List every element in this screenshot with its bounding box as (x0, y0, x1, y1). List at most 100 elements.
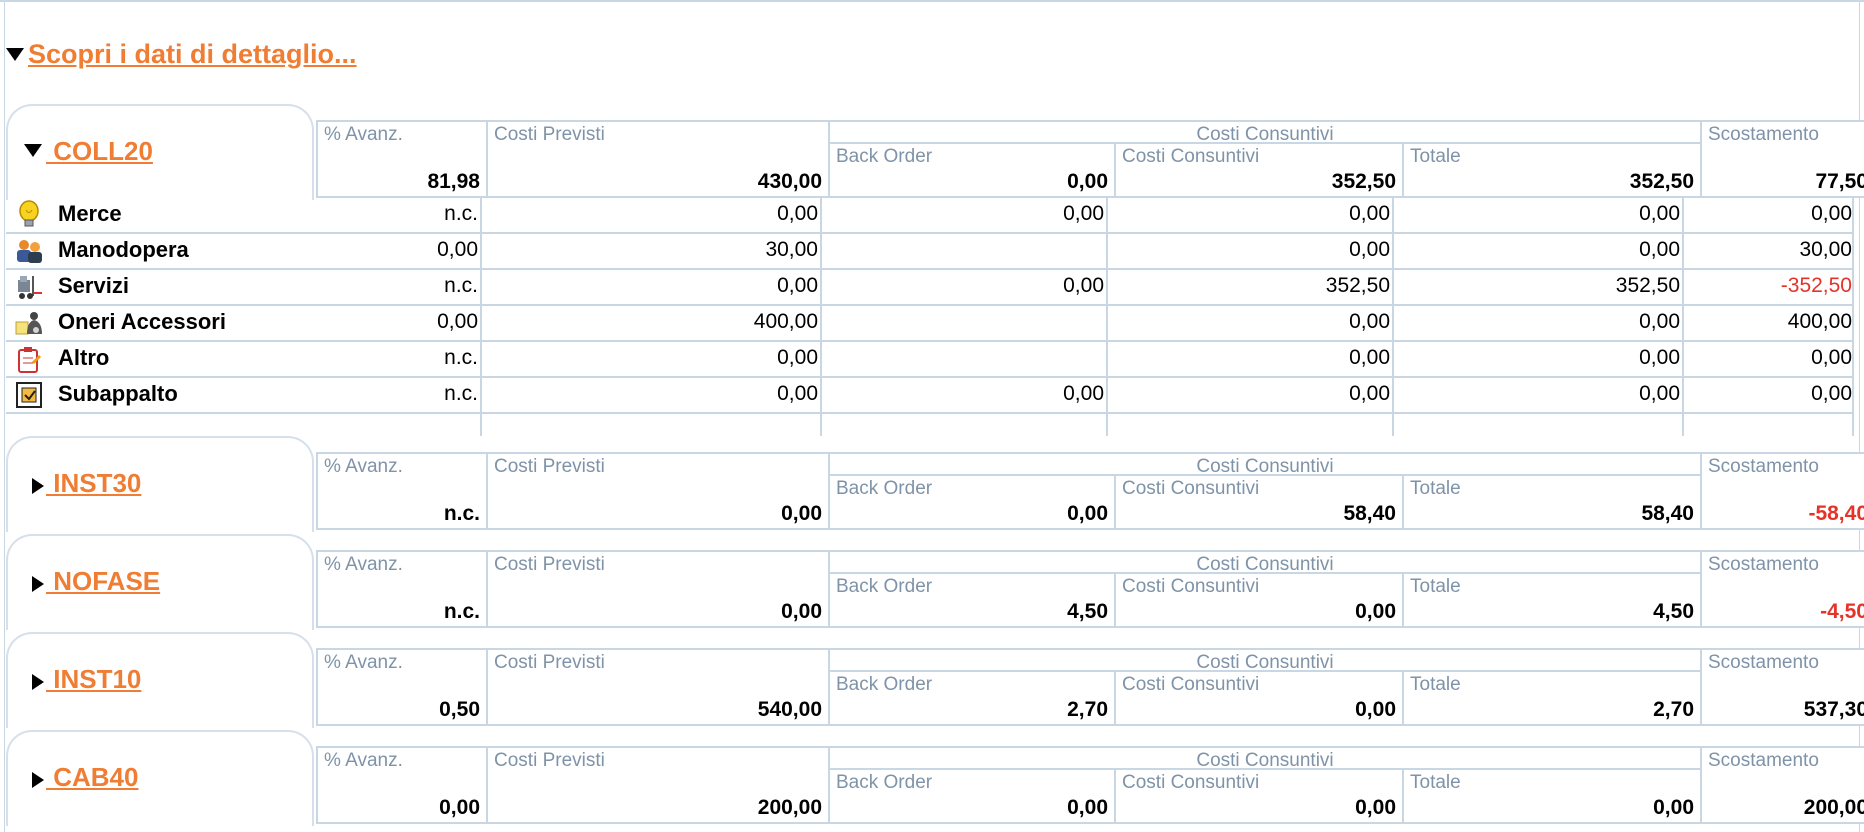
column-divider (480, 198, 482, 436)
collapse-triangle-icon[interactable] (24, 144, 42, 157)
cost-category-label: Servizi (58, 273, 129, 298)
cell-scostamento: 400,00 (1787, 310, 1852, 333)
phase-summary-header: % Avanz. 81,98 Costi Previsti 430,00 Costi C… (316, 120, 1864, 198)
detail-toggle[interactable]: Scopri i dati di dettaglio... (6, 36, 357, 72)
cell-consuntivi: 0,00 (1349, 238, 1390, 261)
header-cell: Costi Previsti 540,00 (486, 648, 830, 726)
column-label: Totale (1410, 576, 1461, 597)
cell-consuntivi: 0,00 (1349, 202, 1390, 225)
column-value: 4,50 (1653, 600, 1694, 623)
header-cell: Costi Consuntivi 0,00 (1114, 572, 1404, 628)
column-divider (820, 198, 822, 436)
cell-avanz: n.c. (444, 202, 478, 225)
header-cell: Totale 4,50 (1402, 572, 1702, 628)
cell-totale: 352,50 (1615, 274, 1680, 297)
cell-consuntivi: 0,00 (1349, 346, 1390, 369)
expand-triangle-icon[interactable] (32, 576, 44, 592)
phase-code-link[interactable]: COLL20 (46, 136, 153, 166)
column-label: % Avanz. (324, 456, 403, 477)
detail-row: Servizi n.c. 0,00 0,00 352,50 352,50 -352,50 (6, 270, 1852, 306)
phase-code-link[interactable]: INST30 (46, 468, 142, 498)
header-cell: Costi Consuntivi (828, 452, 1702, 477)
column-value: 0,00 (1067, 170, 1108, 193)
column-value: 0,00 (1067, 502, 1108, 525)
header-cell: Totale 2,70 (1402, 670, 1702, 726)
column-label: Scostamento (1708, 652, 1819, 673)
column-divider (1106, 198, 1108, 436)
column-value: n.c. (443, 502, 480, 525)
detail-toggle-link[interactable]: Scopri i dati di dettaglio... (28, 38, 357, 69)
detail-row: Oneri Accessori 0,00 400,00 0,00 0,00 400,00 (6, 306, 1852, 342)
cell-scostamento: -352,50 (1780, 274, 1852, 297)
column-label: Scostamento (1708, 456, 1819, 477)
cell-scostamento: 30,00 (1799, 238, 1852, 261)
expand-triangle-icon[interactable] (32, 674, 44, 690)
phase-summary-header: % Avanz. 0,50 Costi Previsti 540,00 Costi Co… (316, 648, 1864, 726)
cell-totale: 0,00 (1639, 310, 1680, 333)
column-label: Totale (1410, 478, 1461, 499)
phase-summary-header: % Avanz. n.c. Costi Previsti 0,00 Costi Cons… (316, 452, 1864, 530)
phase-tab: COLL20 (6, 104, 314, 200)
column-value: 200,00 (1803, 796, 1864, 819)
column-value: 2,70 (1653, 698, 1694, 721)
column-label: Costi Consuntivi (1122, 576, 1260, 597)
column-label: Costi Consuntivi (1122, 772, 1260, 793)
cost-category-label: Merce (58, 201, 122, 226)
cell-totale: 0,00 (1639, 202, 1680, 225)
column-value: -58,40 (1808, 502, 1864, 525)
column-label: % Avanz. (324, 750, 403, 771)
cell-consuntivi: 0,00 (1349, 310, 1390, 333)
column-label: Back Order (836, 772, 933, 793)
header-cell: Back Order 0,00 (828, 142, 1116, 198)
phase-tab: NOFASE (6, 534, 314, 630)
column-value: 0,00 (439, 796, 480, 819)
column-value: 540,00 (757, 698, 822, 721)
column-label: Costi Previsti (494, 750, 605, 771)
phase-code-link[interactable]: CAB40 (46, 762, 139, 792)
column-value: 200,00 (757, 796, 822, 819)
column-value: 0,00 (1653, 796, 1694, 819)
header-cell: Back Order 0,00 (828, 768, 1116, 824)
cost-category-label: Oneri Accessori (58, 309, 226, 334)
cell-previsti: 0,00 (777, 346, 818, 369)
column-value: 0,00 (781, 502, 822, 525)
column-value: 352,50 (1629, 170, 1694, 193)
cell-avanz: 0,00 (437, 310, 478, 333)
detail-row-empty (6, 414, 1852, 448)
cell-previsti: 400,00 (753, 310, 818, 333)
column-label: Back Order (836, 674, 933, 695)
header-cell: Costi Previsti 200,00 (486, 746, 830, 824)
header-cell: Costi Consuntivi (828, 746, 1702, 771)
cell-previsti: 0,00 (777, 202, 818, 225)
phase-code-link[interactable]: INST10 (46, 664, 142, 694)
cell-back-order: 0,00 (1063, 274, 1104, 297)
column-label: Back Order (836, 576, 933, 597)
column-label: Costi Consuntivi (1196, 124, 1334, 145)
header-cell: Totale 0,00 (1402, 768, 1702, 824)
column-label: % Avanz. (324, 124, 403, 145)
cell-previsti: 0,00 (777, 382, 818, 405)
expand-triangle-icon[interactable] (32, 772, 44, 788)
cell-previsti: 30,00 (765, 238, 818, 261)
header-cell: Back Order 0,00 (828, 474, 1116, 530)
column-label: Scostamento (1708, 124, 1819, 145)
cell-scostamento: 0,00 (1811, 382, 1852, 405)
cell-previsti: 0,00 (777, 274, 818, 297)
column-value: n.c. (443, 600, 480, 623)
column-value: 77,50 (1815, 170, 1864, 193)
phase-code-link[interactable]: NOFASE (46, 566, 161, 596)
column-value: 58,40 (1641, 502, 1694, 525)
column-label: Scostamento (1708, 750, 1819, 771)
column-label: Costi Consuntivi (1122, 478, 1260, 499)
column-value: 0,00 (1355, 796, 1396, 819)
header-cell: Scostamento -4,50 (1700, 550, 1864, 628)
column-label: Costi Previsti (494, 456, 605, 477)
column-label: Back Order (836, 146, 933, 167)
cell-avanz: 0,00 (437, 238, 478, 261)
expand-triangle-icon[interactable] (32, 478, 44, 494)
column-value: 4,50 (1067, 600, 1108, 623)
header-cell: Costi Consuntivi 352,50 (1114, 142, 1404, 198)
header-cell: Scostamento 200,00 (1700, 746, 1864, 824)
header-cell: Costi Consuntivi (828, 648, 1702, 673)
